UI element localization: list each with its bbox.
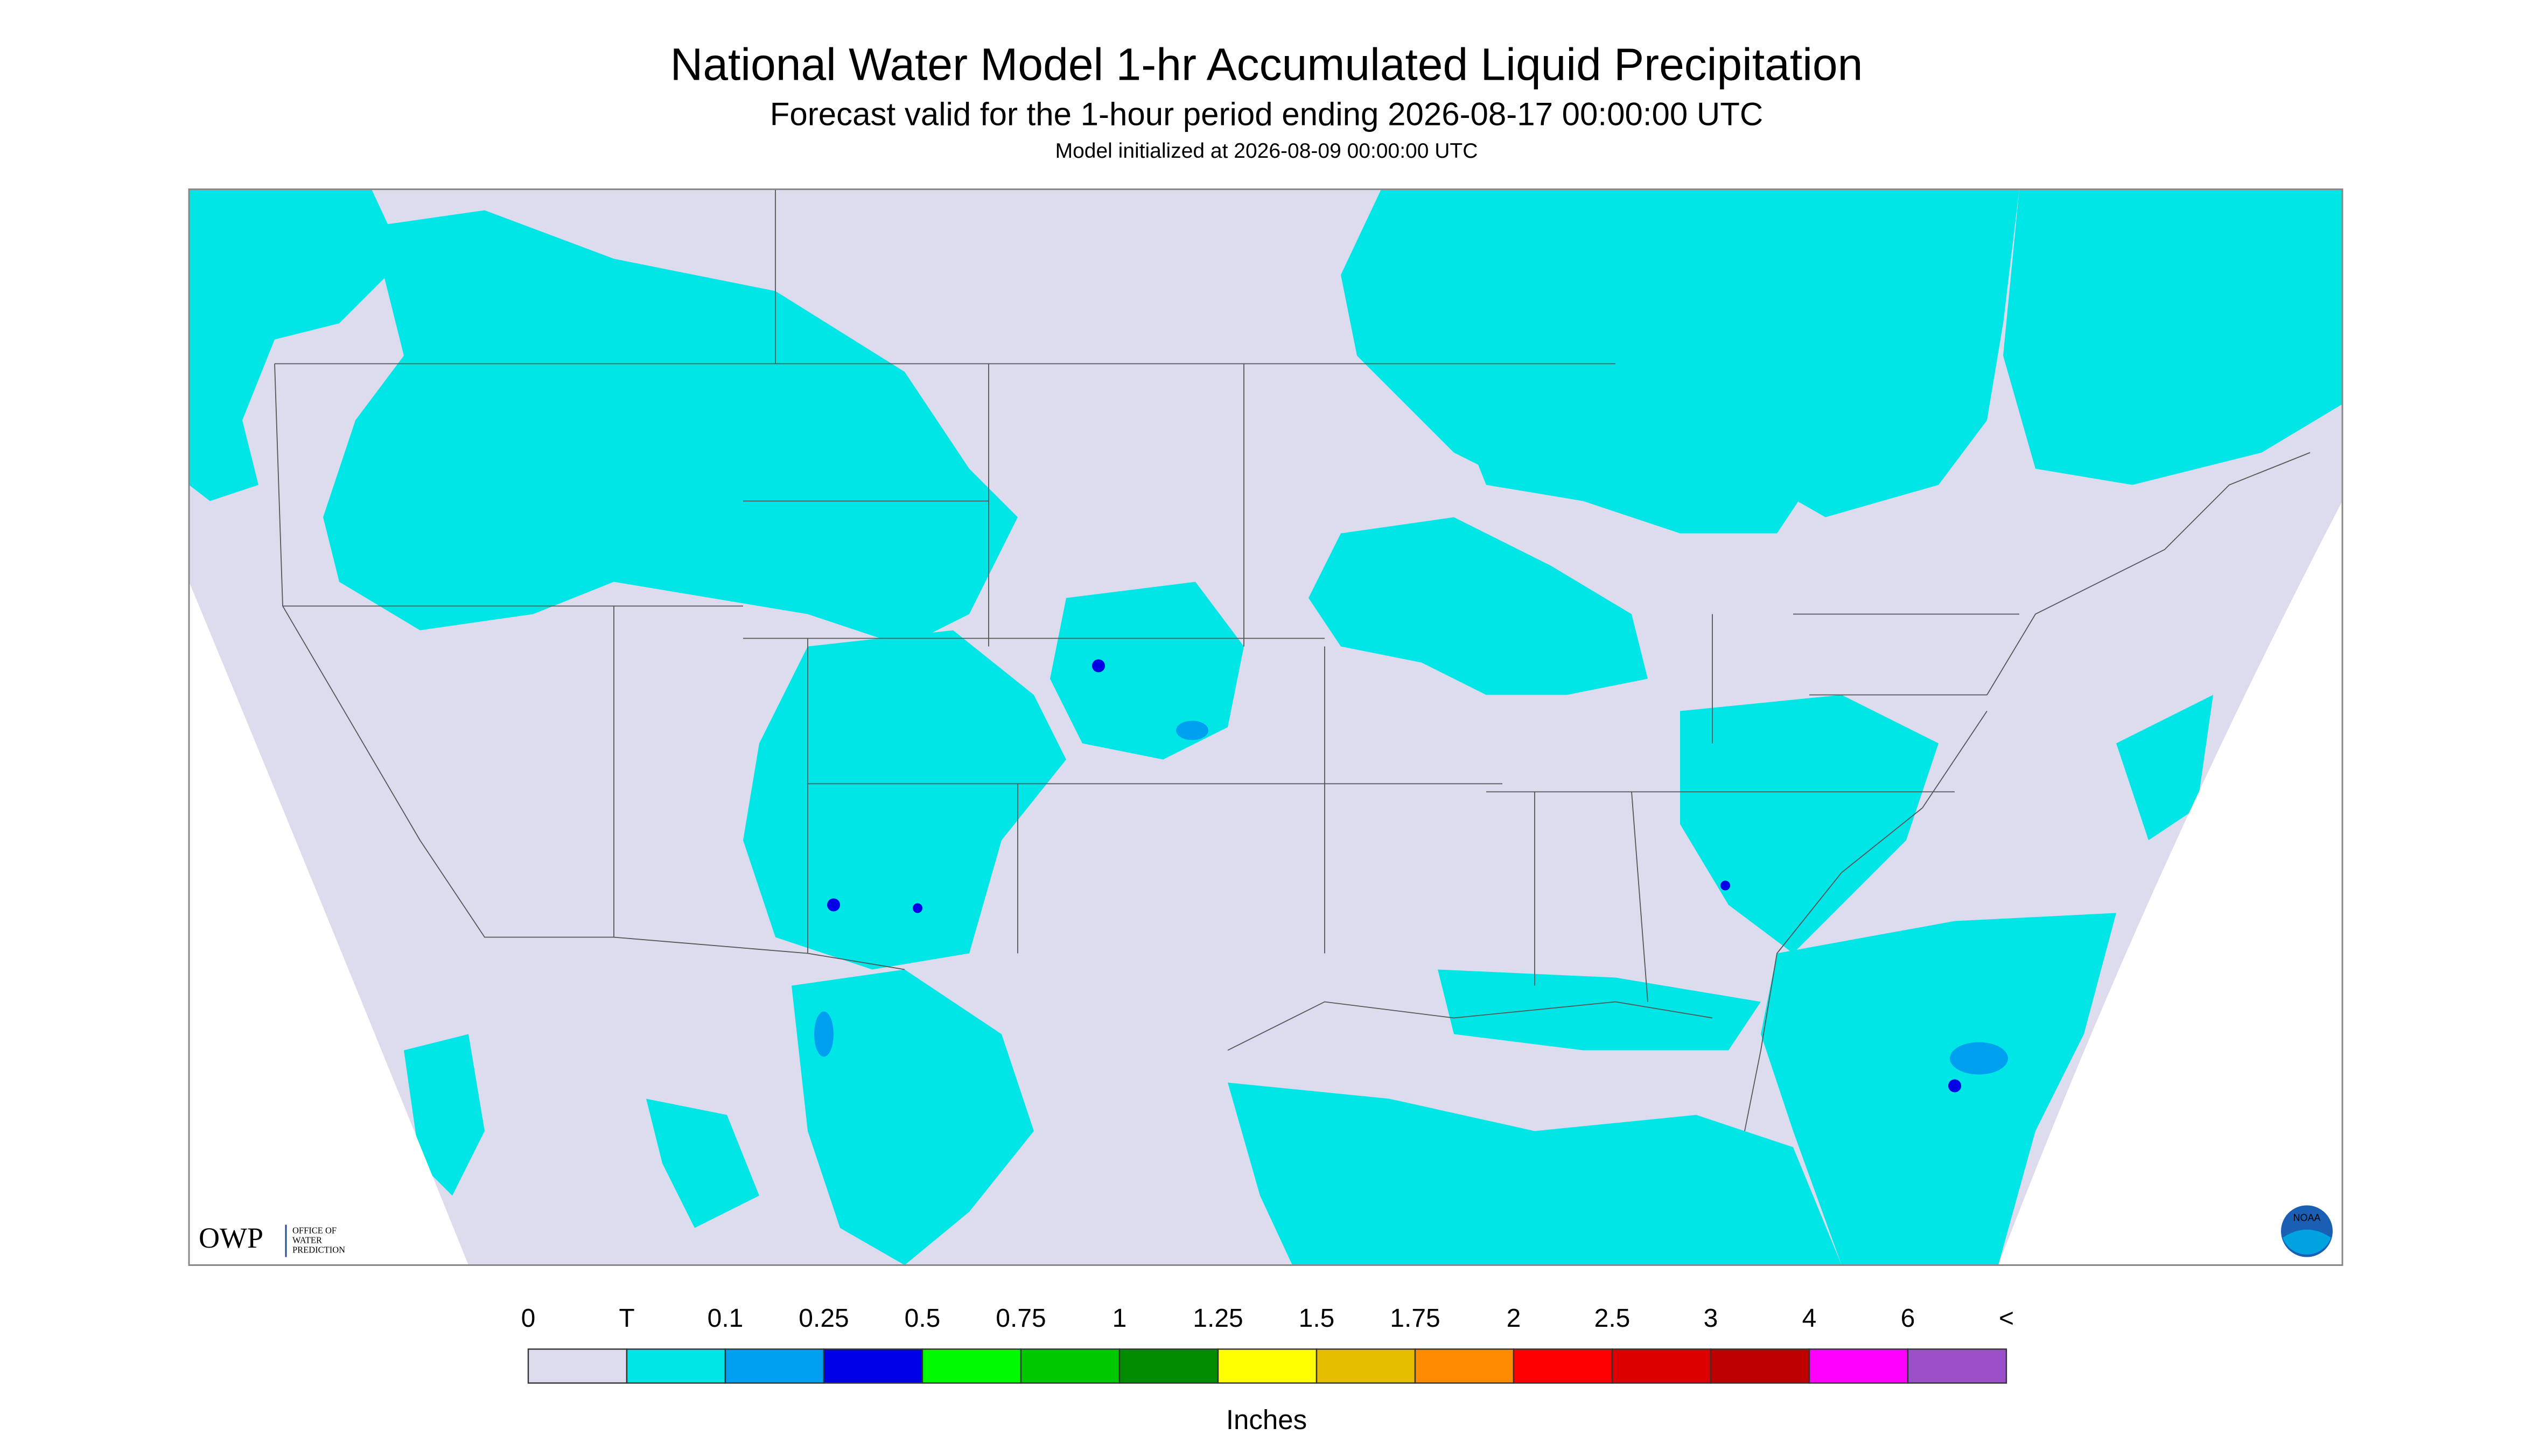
noaa-wave (2283, 1229, 2331, 1255)
legend-label: 4 (1802, 1304, 1817, 1333)
legend-label: 3 (1704, 1304, 1718, 1333)
legend-swatch (724, 1348, 825, 1384)
legend-swatch (1907, 1348, 2007, 1384)
legend-label: 0 (521, 1304, 536, 1333)
precip-heavy (827, 659, 1961, 1093)
legend-label: 1.5 (1299, 1304, 1335, 1333)
legend-label: 0.25 (799, 1304, 849, 1333)
map-frame (188, 188, 2343, 1266)
owp-subtext: WATER (292, 1235, 322, 1245)
out-of-domain-right (1998, 501, 2342, 1265)
legend-swatch (1808, 1348, 1909, 1384)
init-note: Model initialized at 2026-08-09 00:00:00… (1055, 139, 1478, 163)
legend-label: 6 (1901, 1304, 1915, 1333)
legend-swatch (1710, 1348, 1810, 1384)
owp-logo: OWP OFFICE OF WATER PREDICTION (199, 1222, 345, 1257)
legend-swatch (921, 1348, 1022, 1384)
legend-swatch (1611, 1348, 1712, 1384)
legend: 0 T 0.1 0.25 0.5 0.75 1 1.25 1.5 1.75 2 2.5 3 4 6 < (521, 1304, 2014, 1384)
legend-label: 0.5 (905, 1304, 941, 1333)
legend-label: 2.5 (1594, 1304, 1631, 1333)
boundaries (274, 189, 2311, 1131)
legend-label: 0.75 (996, 1304, 1046, 1333)
legend-swatch (1414, 1348, 1515, 1384)
legend-swatch (1217, 1348, 1318, 1384)
legend-swatch (1020, 1348, 1121, 1384)
legend-label: 0.1 (708, 1304, 744, 1333)
out-of-domain-left (189, 582, 468, 1265)
legend-label: < (1999, 1304, 2014, 1333)
owp-logo-text: OWP (199, 1222, 263, 1254)
legend-swatch (1513, 1348, 1613, 1384)
legend-swatch (1118, 1348, 1219, 1384)
legend-swatch (1316, 1348, 1416, 1384)
subtitle: Forecast valid for the 1-hour period end… (770, 96, 1763, 132)
legend-label: 2 (1507, 1304, 1521, 1333)
title: National Water Model 1-hr Accumulated Li… (670, 39, 1863, 90)
legend-label: 1 (1112, 1304, 1127, 1333)
owp-subtext: PREDICTION (292, 1244, 345, 1255)
noaa-logo: NOAA (2281, 1205, 2333, 1257)
legend-label: 1.75 (1390, 1304, 1440, 1333)
owp-subtext: OFFICE OF (292, 1225, 337, 1235)
legend-unit: Inches (1226, 1404, 1307, 1435)
precip-light (814, 720, 2008, 1075)
legend-swatch (527, 1348, 628, 1384)
map (188, 188, 2343, 1266)
legend-swatch (626, 1348, 726, 1384)
noaa-text: NOAA (2293, 1212, 2320, 1223)
legend-swatch (823, 1348, 923, 1384)
legend-label: T (619, 1304, 634, 1333)
legend-label: 1.25 (1193, 1304, 1243, 1333)
